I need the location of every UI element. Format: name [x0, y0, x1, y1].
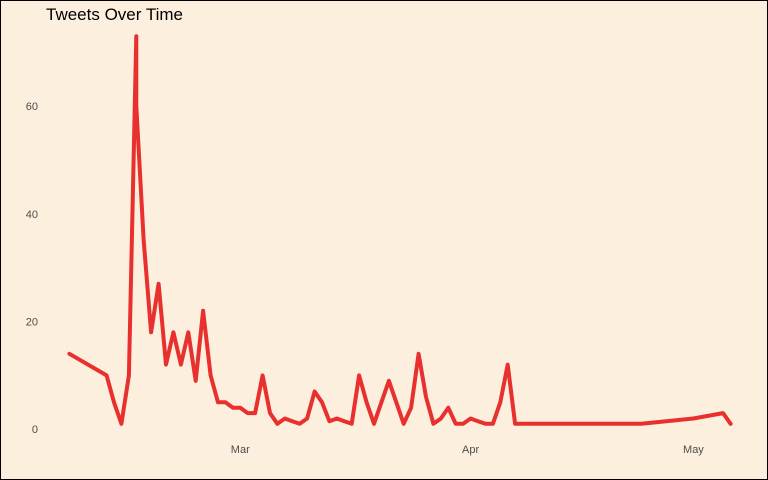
x-axis-ticks: Mar Apr May	[231, 444, 705, 456]
y-axis-ticks: 0 20 40 60	[26, 101, 38, 436]
series-line	[67, 34, 733, 426]
x-tick-label: May	[683, 444, 704, 456]
x-tick-label: Apr	[462, 444, 479, 456]
y-tick-label: 60	[26, 101, 38, 113]
x-tick-label: Mar	[231, 444, 250, 456]
y-tick-label: 40	[26, 209, 38, 221]
chart-title: Tweets Over Time	[46, 5, 183, 24]
series-lines	[67, 34, 733, 426]
y-tick-label: 20	[26, 317, 38, 329]
y-tick-label: 0	[32, 424, 38, 436]
